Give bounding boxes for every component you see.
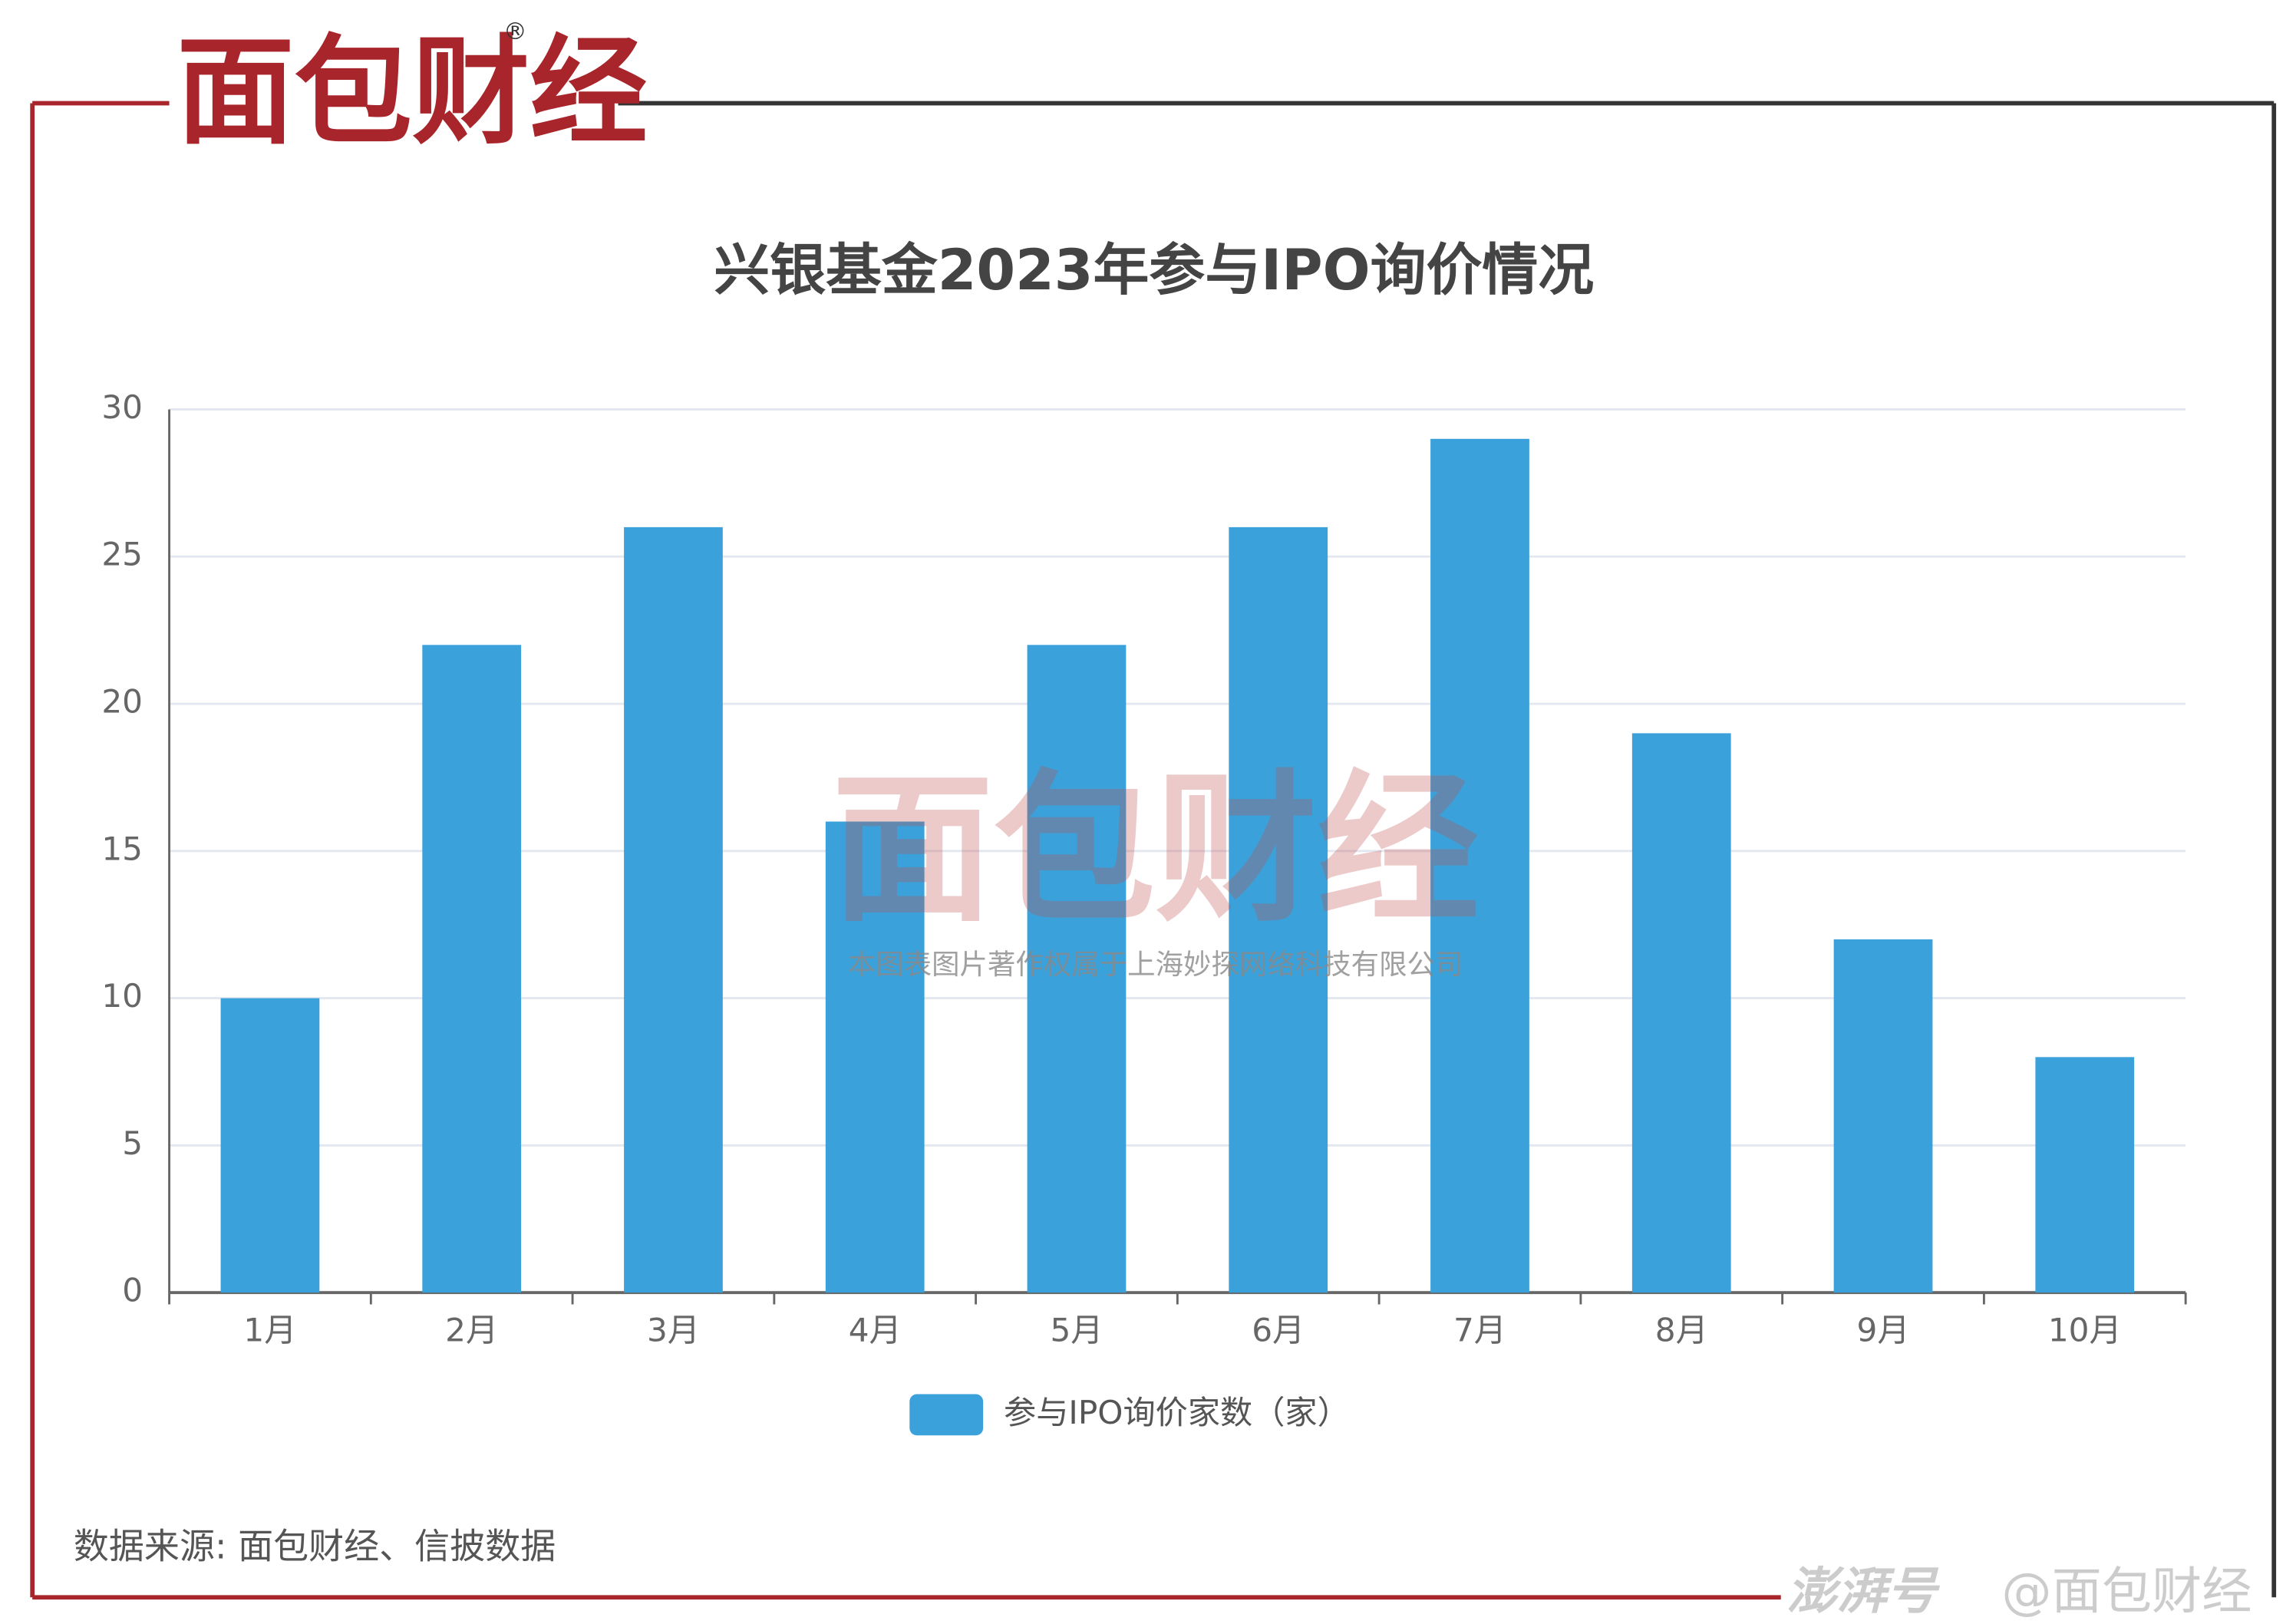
y-tick-label: 0 xyxy=(122,1272,143,1309)
x-tick-label: 6月 xyxy=(1252,1311,1305,1348)
x-tick-label: 8月 xyxy=(1655,1311,1708,1348)
legend-label: 参与IPO询价家数（家） xyxy=(1004,1394,1350,1431)
watermark-logo: 面包财经 xyxy=(832,755,1480,944)
bar xyxy=(624,526,723,1293)
bar xyxy=(2035,1057,2135,1293)
x-tick-label: 3月 xyxy=(647,1311,700,1348)
y-tick-label: 25 xyxy=(101,536,143,573)
y-tick-label: 10 xyxy=(101,977,143,1015)
logo: 面包财经 xyxy=(176,25,648,161)
y-tick-label: 20 xyxy=(101,683,143,721)
legend-swatch xyxy=(909,1394,984,1436)
y-tick-label: 15 xyxy=(101,830,143,867)
x-tick-label: 1月 xyxy=(243,1311,296,1348)
bar xyxy=(1027,645,1127,1293)
bar xyxy=(220,998,320,1293)
x-tick-label: 7月 xyxy=(1453,1311,1506,1348)
footer-platform: 澎湃号 xyxy=(1786,1562,1940,1620)
bar xyxy=(1631,733,1731,1293)
bar xyxy=(1430,438,1529,1293)
bar xyxy=(422,645,522,1293)
bar xyxy=(1833,939,1933,1293)
bar xyxy=(1229,526,1328,1293)
x-tick-label: 4月 xyxy=(849,1311,902,1348)
footer-account: @面包财经 xyxy=(2001,1562,2251,1620)
x-tick-label: 10月 xyxy=(2048,1311,2122,1348)
bar xyxy=(825,821,925,1293)
x-tick-label: 2月 xyxy=(445,1311,498,1348)
source: 数据来源: 面包财经、信披数据 xyxy=(74,1525,556,1566)
y-tick-label: 30 xyxy=(101,388,143,426)
x-tick-label: 9月 xyxy=(1856,1311,1909,1348)
y-tick-label: 5 xyxy=(122,1124,143,1162)
x-tick-label: 5月 xyxy=(1050,1311,1103,1348)
logo-mark: ® xyxy=(503,18,527,45)
watermark-text: 本图表图片著作权属于上海妙探网络科技有限公司 xyxy=(848,948,1463,981)
chart-title: 兴银基金2023年参与IPO询价情况 xyxy=(714,238,1594,303)
